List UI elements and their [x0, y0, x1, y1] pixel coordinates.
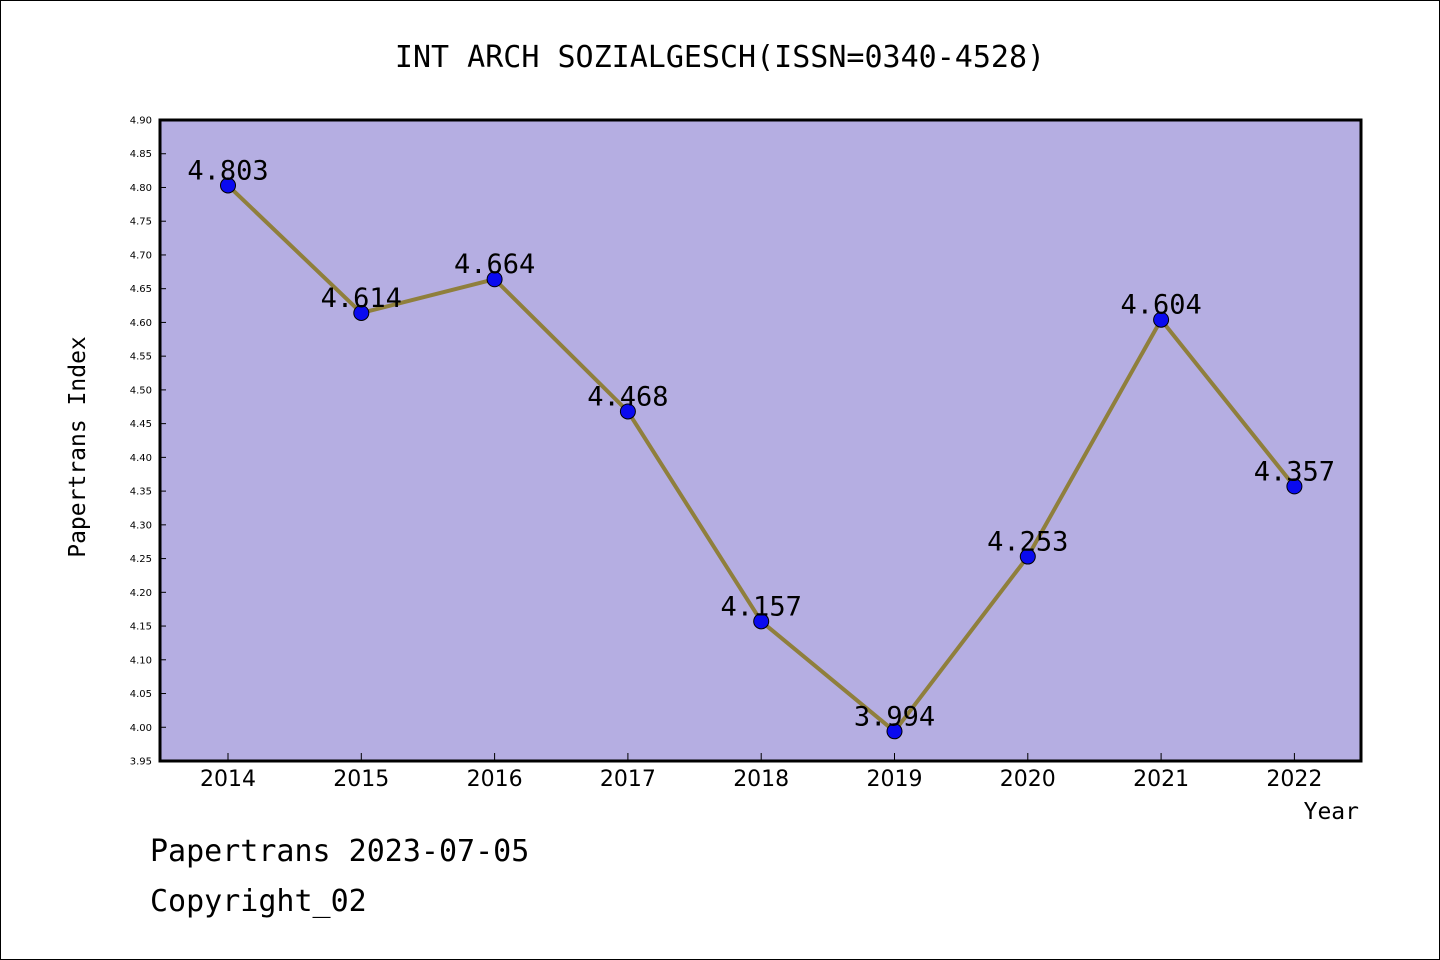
y-tick-label: 4.45 — [130, 419, 152, 430]
data-point — [619, 403, 636, 420]
y-tick-label: 4.40 — [130, 453, 152, 464]
x-tick-label: 2017 — [600, 767, 656, 792]
y-tick-label: 4.75 — [130, 217, 152, 228]
data-label: 4.253 — [987, 527, 1068, 558]
chart-title: INT ARCH SOZIALGESCH(ISSN=0340-4528) — [395, 40, 1045, 75]
plot-border — [158, 118, 1363, 763]
data-point — [1286, 478, 1303, 495]
y-tick-label: 4.90 — [130, 116, 152, 127]
x-tick-label: 2016 — [467, 767, 523, 792]
x-tick-label: 2021 — [1133, 767, 1189, 792]
footer-date: Papertrans 2023-07-05 — [150, 834, 530, 869]
y-tick-label: 4.20 — [130, 588, 152, 599]
data-label: 4.604 — [1120, 290, 1201, 321]
y-tick-label: 4.85 — [130, 149, 152, 160]
x-axis: 2014 2015 2016 2017 2018 2019 2020 2021 2022 — [200, 753, 1322, 792]
y-tick-label: 4.70 — [130, 250, 152, 261]
data-point — [1153, 311, 1170, 328]
y-tick-label: 4.30 — [130, 520, 152, 531]
y-tick-label: 4.60 — [130, 318, 152, 329]
x-tick-label: 2018 — [733, 767, 789, 792]
x-tick-label: 2015 — [333, 767, 389, 792]
y-tick-label: 4.00 — [130, 723, 152, 734]
data-label: 3.994 — [854, 701, 935, 732]
y-tick-label: 4.80 — [130, 183, 152, 194]
y-tick-label: 4.15 — [130, 622, 152, 633]
data-label: 4.664 — [454, 249, 535, 280]
y-tick-label: 4.65 — [130, 284, 152, 295]
y-tick-label: 4.05 — [130, 689, 152, 700]
x-tick-label: 2020 — [1000, 767, 1056, 792]
y-tick-label: 4.55 — [130, 352, 152, 363]
data-labels-group: 4.803 4.614 4.664 4.468 4.157 3.994 4.253 4.604… — [187, 155, 1335, 732]
x-tick-label: 2019 — [867, 767, 923, 792]
y-tick-label: 3.95 — [130, 757, 152, 768]
y-tick-label: 4.35 — [130, 487, 152, 498]
data-label: 4.468 — [587, 381, 668, 412]
data-point — [1019, 548, 1036, 565]
series-markers-group — [220, 177, 1303, 740]
data-point — [886, 723, 903, 740]
y-axis-label: Papertrans Index — [65, 336, 91, 558]
data-point — [220, 177, 236, 194]
footer-copyright: Copyright_02 — [150, 884, 367, 919]
x-tick-label: 2014 — [200, 767, 256, 792]
y-tick-label: 4.10 — [130, 655, 152, 666]
x-tick-label: 2022 — [1266, 767, 1322, 792]
x-axis-label: Year — [1304, 799, 1359, 825]
data-label: 4.614 — [321, 283, 402, 314]
data-point — [353, 304, 370, 321]
y-tick-label: 4.25 — [130, 554, 152, 565]
plot-area — [160, 120, 1361, 761]
data-label: 4.157 — [721, 591, 802, 622]
data-label: 4.803 — [187, 155, 268, 186]
data-point — [486, 271, 503, 288]
y-tick-label: 4.50 — [130, 385, 152, 396]
data-label: 4.357 — [1254, 456, 1335, 487]
data-point — [753, 613, 770, 630]
